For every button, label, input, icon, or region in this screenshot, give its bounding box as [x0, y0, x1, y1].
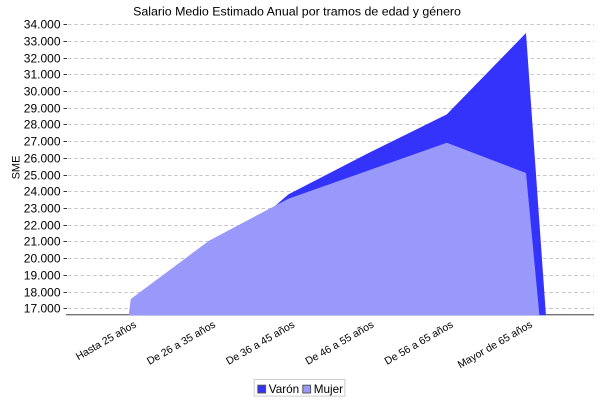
svg-text:22.000: 22.000: [24, 219, 61, 233]
svg-text:29.000: 29.000: [24, 102, 61, 116]
svg-text:32.000: 32.000: [24, 52, 61, 66]
svg-text:26.000: 26.000: [24, 152, 61, 166]
svg-text:34.000: 34.000: [24, 18, 61, 32]
svg-text:27.000: 27.000: [24, 135, 61, 149]
svg-text:SME: SME: [11, 156, 23, 180]
svg-text:Salario Medio Estimado Anual p: Salario Medio Estimado Anual por tramos …: [133, 5, 461, 19]
svg-text:28.000: 28.000: [24, 118, 61, 132]
svg-text:Varón: Varón: [269, 383, 299, 396]
svg-text:20.000: 20.000: [24, 252, 61, 266]
svg-text:31.000: 31.000: [24, 68, 61, 82]
svg-text:21.000: 21.000: [24, 235, 61, 249]
svg-text:23.000: 23.000: [24, 202, 61, 216]
svg-text:33.000: 33.000: [24, 35, 61, 49]
svg-text:19.000: 19.000: [24, 269, 61, 283]
svg-text:25.000: 25.000: [24, 169, 61, 183]
svg-text:Mujer: Mujer: [314, 383, 343, 396]
svg-text:17.000: 17.000: [24, 302, 61, 316]
svg-text:30.000: 30.000: [24, 85, 61, 99]
svg-text:24.000: 24.000: [24, 185, 61, 199]
svg-text:18.000: 18.000: [24, 286, 61, 300]
